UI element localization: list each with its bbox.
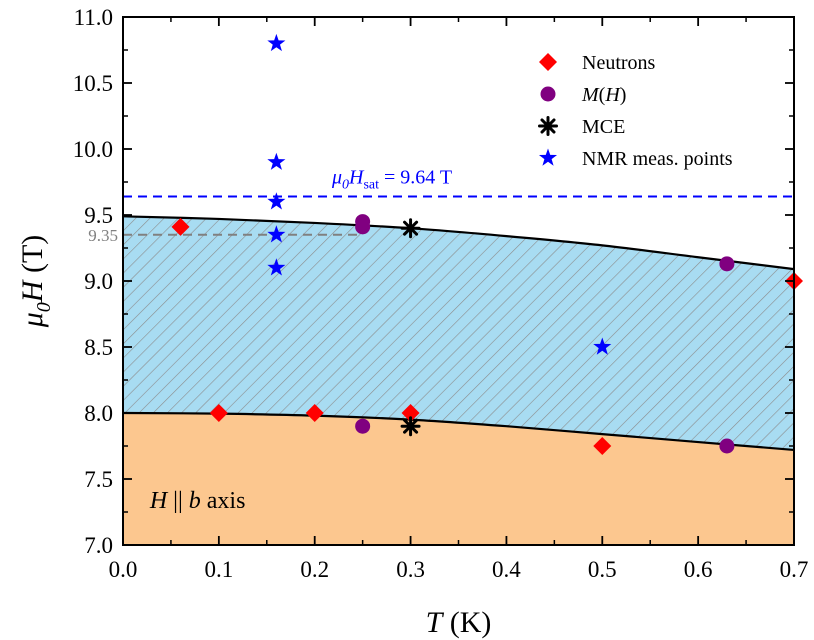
point-nmr-meas-points-0 [267, 33, 286, 52]
legend-label-m-h: M(H) [581, 84, 626, 106]
x-tick-label: 0.1 [204, 557, 233, 582]
legend: Neutrons M(H) MCE NMR meas. points [538, 52, 733, 170]
y-tick-label: 8.5 [84, 335, 113, 360]
reference-label-9-35: 9.35 [88, 226, 118, 245]
upper-phase-boundary [122, 215, 795, 271]
x-tick-label: 0.2 [300, 557, 329, 582]
legend-label-neutrons: Neutrons [582, 52, 656, 74]
legend-label-nmr-meas-points: NMR meas. points [582, 148, 733, 170]
legend-marker-m-h [540, 86, 556, 102]
point-mce-0 [400, 218, 421, 239]
middle-phase-hatch [123, 216, 794, 450]
x-tick-label: 0.5 [588, 557, 617, 582]
point-mce-1 [400, 416, 421, 437]
y-axis-title: μ0H (T) [16, 235, 55, 329]
x-axis-title: T (K) [426, 606, 492, 639]
axis-titles: T (K) μ0H (T) [16, 235, 491, 639]
point-nmr-meas-points-3 [267, 225, 286, 243]
point-neutrons-1 [209, 404, 228, 422]
lower-phase-region [123, 413, 794, 545]
reference-lines [123, 195, 794, 236]
x-tick-label: 0.3 [396, 557, 425, 582]
saturation-label: μ0Hsat = 9.64 T [331, 167, 452, 193]
phase-boundaries [122, 215, 795, 452]
x-tick-label: 0.6 [684, 557, 713, 582]
legend-label-mce: MCE [582, 116, 625, 138]
point-nmr-meas-points-4 [267, 258, 286, 276]
phase-regions [123, 216, 794, 545]
x-tick-label: 0.4 [492, 557, 521, 582]
point-neutrons-0 [171, 217, 190, 236]
y-tick-label: 8.0 [84, 401, 113, 426]
legend-marker-neutrons [539, 53, 557, 71]
data-marks [171, 33, 803, 455]
x-tick-label: 0.7 [780, 557, 809, 582]
legend-marker-nmr-meas-points [538, 148, 558, 166]
y-tick-label: 7.0 [84, 533, 113, 558]
point-nmr-meas-points-2 [267, 192, 286, 210]
point-neutrons-3 [401, 404, 420, 422]
y-tick-label: 11.0 [74, 5, 113, 30]
point-nmr-meas-points-5 [593, 337, 612, 355]
y-tick-label: 9.0 [84, 269, 113, 294]
y-tick-label: 10.0 [73, 137, 113, 162]
point-nmr-meas-points-1 [267, 152, 286, 170]
point-m-h-1 [355, 219, 371, 235]
field-direction-annotation: H || b axis [149, 488, 246, 514]
y-tick-label: 9.5 [84, 203, 113, 228]
point-m-h-3 [719, 256, 735, 272]
legend-marker-mce [538, 116, 558, 136]
y-tick-label: 7.5 [84, 467, 113, 492]
lower-phase-boundary [122, 411, 795, 452]
point-m-h-4 [719, 438, 735, 454]
axis-ticks: 0.0 0.1 0.2 0.3 0.4 0.5 0.6 0.7 7.0 7.5 8.0 8.5 9.0 9… [73, 5, 809, 582]
point-neutrons-4 [593, 437, 612, 455]
point-neutrons-2 [305, 404, 324, 422]
point-m-h-2 [355, 418, 371, 434]
x-tick-label: 0.0 [109, 557, 138, 582]
y-tick-label: 10.5 [73, 71, 113, 96]
